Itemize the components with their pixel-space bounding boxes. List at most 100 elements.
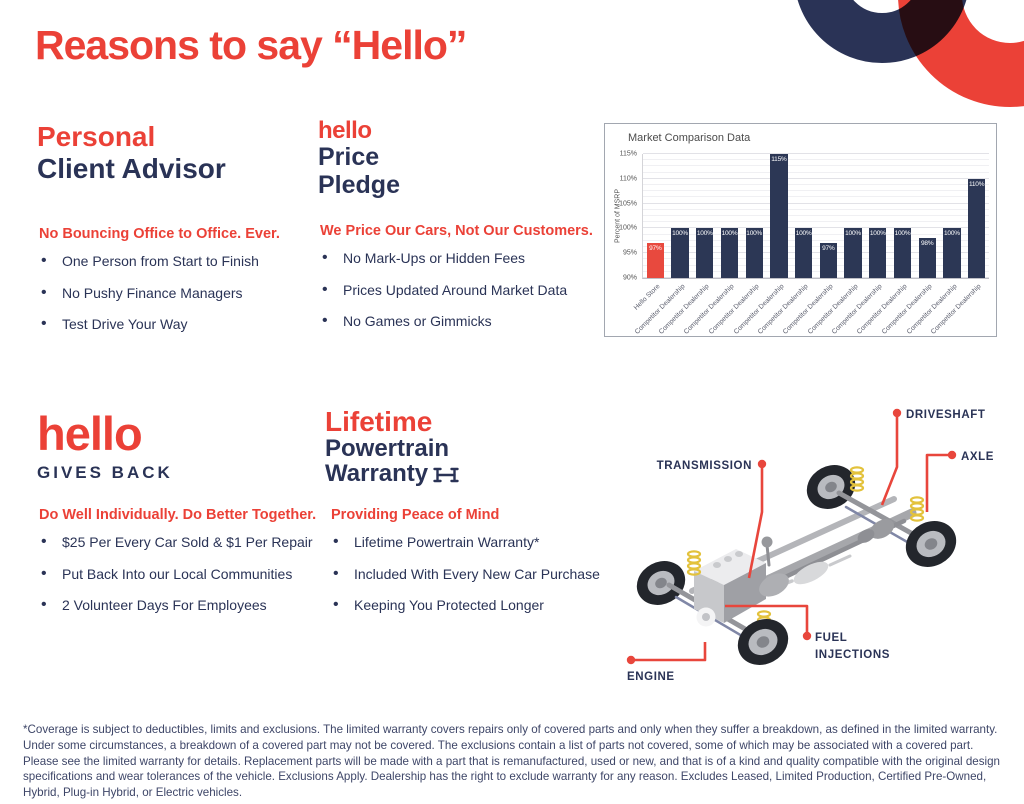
bullet-item: Test Drive Your Way (39, 315, 259, 333)
label-engine: ENGINE (627, 671, 675, 683)
section-personal-client-advisor: Personal Client Advisor No Bouncing Offi… (37, 121, 307, 336)
callout-dot (757, 459, 767, 469)
chart-gridline (643, 190, 989, 192)
wheel (905, 521, 957, 567)
page-title: Reasons to say “Hello” (35, 22, 467, 68)
chart-bar-value: 100% (696, 230, 713, 238)
chart-gridline (643, 221, 989, 223)
bullet-item: One Person from Start to Finish (39, 252, 259, 270)
callout-dot (626, 655, 636, 665)
chart-gridline (643, 246, 989, 247)
section-tagline: Providing Peace of Mind (331, 507, 500, 523)
chart-bar: 100% (720, 228, 739, 278)
callout-line-driveshaft (880, 413, 899, 506)
heading-line-1: Price (318, 143, 380, 172)
chart-bar-value: 110% (968, 180, 985, 188)
bullet-list: $25 Per Every Car Sold & $1 Per Repair P… (39, 533, 313, 629)
section-tagline: No Bouncing Office to Office. Ever. (39, 226, 280, 242)
hello-logo-large: hello (37, 407, 143, 460)
wheel (737, 619, 789, 665)
chart-gridline (643, 159, 989, 161)
section-heading: Lifetime Powertrain Warranty (325, 408, 620, 486)
chart-y-tick: 90% (622, 274, 637, 282)
chart-gridline (643, 215, 989, 216)
chart-gridline (643, 202, 989, 204)
chart-x-label: Competitor Dealership (930, 283, 983, 336)
chart-gridline (643, 171, 989, 173)
chart-bar-value: 97% (822, 245, 835, 253)
label-transmission: TRANSMISSION (657, 460, 752, 472)
bullet-item: No Mark-Ups or Hidden Fees (320, 249, 567, 267)
callout-line-transmission (747, 464, 764, 579)
section-tagline: Do Well Individually. Do Better Together… (39, 507, 317, 523)
chart-gridline (643, 208, 989, 210)
chart-bar: 100% (745, 228, 763, 278)
chart-bar-value: 100% (795, 230, 812, 238)
callout-dot (892, 408, 902, 418)
callout-line-axle (925, 453, 952, 512)
chart-bar-value: 100% (746, 230, 763, 238)
bullet-item: $25 Per Every Car Sold & $1 Per Repair (39, 533, 313, 551)
gives-back-subtitle: GIVES BACK (37, 463, 173, 482)
chart-gridline (643, 277, 989, 278)
bullet-item: Included With Every New Car Purchase (331, 565, 600, 583)
chassis-icon (433, 467, 459, 483)
callout-line-fuel (725, 604, 809, 636)
chart-bar-value: 100% (721, 230, 738, 238)
chart-bar: 100% (844, 228, 862, 278)
section-heading: Personal Client Advisor (37, 121, 307, 184)
chart-plot: 90% 95% 100% 105% 110% 115% 97% Hello Store 100%… (619, 151, 989, 336)
section-tagline: We Price Our Cars, Not Our Customers. (320, 223, 593, 239)
chart-gridline (643, 184, 989, 185)
chart-bar-value: 97% (649, 245, 662, 253)
bullet-list: No Mark-Ups or Hidden Fees Prices Update… (320, 249, 567, 345)
chart-gridline (643, 239, 989, 241)
bullet-list: One Person from Start to Finish No Pushy… (39, 252, 259, 348)
chart-bar-value: 100% (944, 230, 960, 238)
chart-gridline (643, 264, 989, 266)
section-gives-back: hello GIVES BACK Do Well Individually. D… (37, 408, 322, 618)
chart-gridline (643, 270, 989, 272)
bullet-item: Prices Updated Around Market Data (320, 281, 567, 299)
heading-line-2: Powertrain (325, 435, 450, 462)
market-comparison-chart: Market Comparison Data Percent of MSRP 9… (604, 123, 997, 337)
label-fuel-line2: INJECTIONS (815, 649, 890, 661)
section-lifetime-warranty: Lifetime Powertrain Warranty Providing P… (325, 408, 620, 618)
chart-gridline (643, 177, 989, 179)
chart-bar: 98% (918, 238, 936, 278)
bullet-item: Lifetime Powertrain Warranty* (331, 533, 600, 551)
chart-gridline (643, 258, 989, 260)
chart-bar: 100% (893, 228, 912, 278)
chart-gridline (643, 165, 989, 167)
chart-bar: 100% (696, 228, 714, 278)
callout-line-engine (631, 642, 707, 662)
chart-y-tick: 105% (619, 200, 637, 208)
brand-rings-decoration (797, 0, 1024, 107)
chart-bar-value: 98% (921, 240, 934, 248)
chart-bar: 110% (967, 178, 986, 278)
chart-gridline (643, 233, 989, 235)
heading-accent-line: Lifetime (325, 406, 433, 437)
bullet-item: Keeping You Protected Longer (331, 596, 600, 614)
chart-bar: 115% (770, 154, 788, 278)
label-driveshaft: DRIVESHAFT (906, 409, 985, 421)
bullet-item: 2 Volunteer Days For Employees (39, 596, 313, 614)
chart-bar: 97% (819, 243, 837, 278)
heading-line-2: Pledge (318, 171, 400, 200)
hello-logo: hello (318, 117, 372, 144)
chart-y-tick: 115% (619, 150, 637, 158)
chart-bar: 100% (794, 228, 813, 278)
callout-dot (802, 631, 812, 641)
callout-dot (947, 450, 957, 460)
engine-block (694, 536, 789, 627)
chart-bar-value: 100% (894, 230, 911, 238)
chart-y-axis-title: Percent of MSRP (614, 188, 622, 244)
chart-gridline (643, 196, 989, 198)
chart-title: Market Comparison Data (628, 132, 751, 144)
heading-line-3: Warranty (325, 462, 620, 486)
navy-ring (797, 0, 967, 63)
chart-bar-value: 100% (869, 230, 886, 238)
bullet-item: No Pushy Finance Managers (39, 284, 259, 302)
red-ring (898, 0, 1024, 107)
chart-bar: 100% (943, 228, 961, 278)
